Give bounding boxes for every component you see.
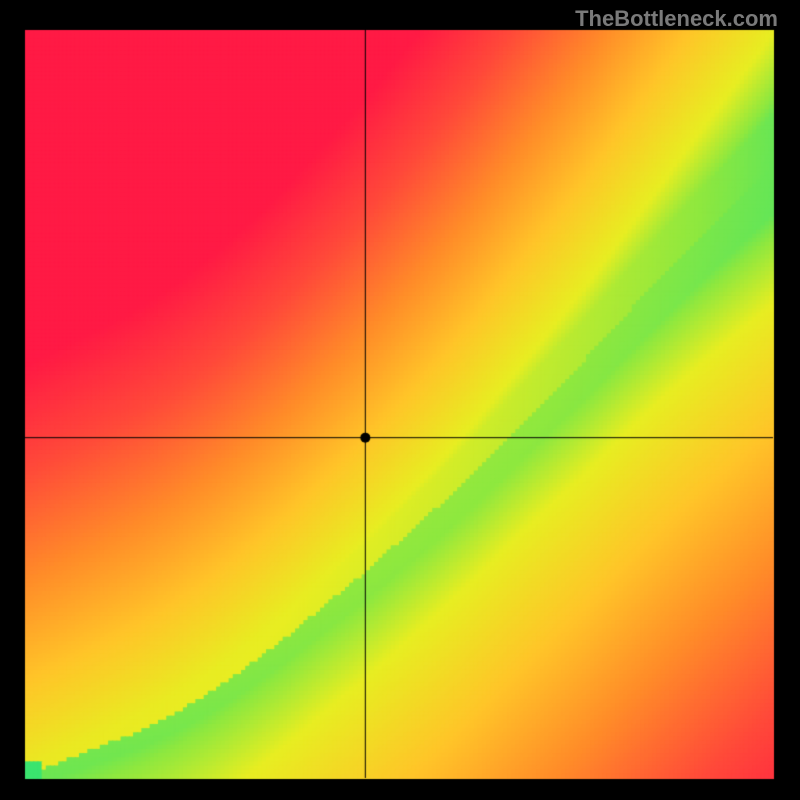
watermark-text: TheBottleneck.com — [575, 6, 778, 32]
heatmap-canvas — [0, 0, 800, 800]
